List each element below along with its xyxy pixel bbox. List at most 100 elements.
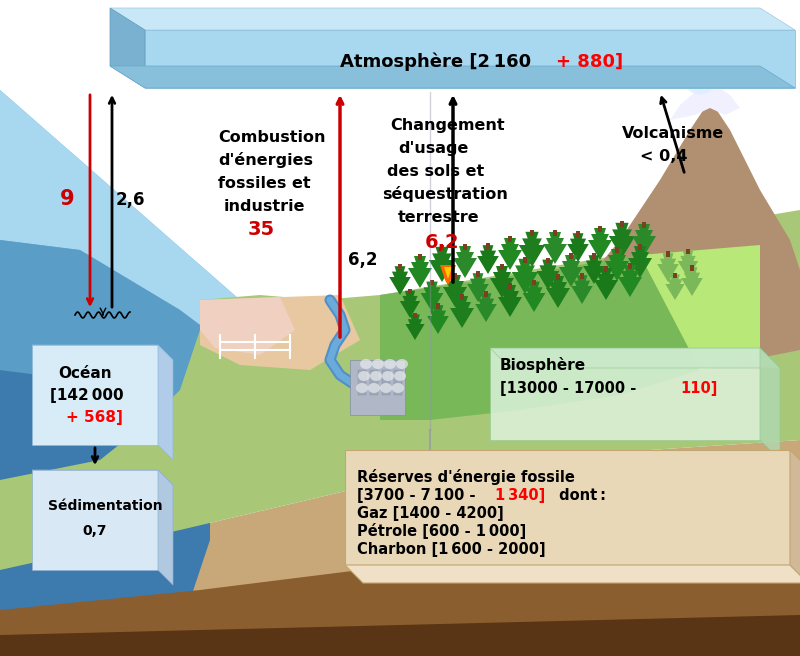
Polygon shape [470,279,486,297]
Polygon shape [589,255,599,274]
Polygon shape [0,530,800,656]
Polygon shape [567,244,589,262]
Polygon shape [621,271,639,290]
Polygon shape [394,266,406,285]
Polygon shape [552,276,564,295]
Polygon shape [570,239,586,256]
Polygon shape [670,274,680,292]
Text: séquestration: séquestration [382,186,508,202]
Polygon shape [145,30,795,88]
Bar [453,273,457,279]
Bar [350,360,405,415]
Bar [666,251,670,256]
Polygon shape [456,252,474,271]
Polygon shape [200,295,360,370]
Ellipse shape [380,383,392,393]
Polygon shape [609,236,635,258]
Polygon shape [478,298,494,316]
Text: Pétrole [600 - 1 000]: Pétrole [600 - 1 000] [357,523,526,539]
Text: d'usage: d'usage [398,141,468,156]
Ellipse shape [392,383,404,393]
Bar [430,279,434,285]
Bar [463,244,467,250]
Polygon shape [490,348,760,440]
Polygon shape [389,277,411,295]
Polygon shape [444,267,452,279]
Polygon shape [611,249,623,268]
Bar [576,232,580,237]
Polygon shape [634,246,646,265]
Bar [370,370,378,395]
Text: [142 000: [142 000 [50,388,124,403]
Bar [508,283,512,289]
Polygon shape [0,210,800,570]
Polygon shape [504,238,516,257]
Polygon shape [537,271,559,290]
Bar [418,254,422,260]
Polygon shape [658,264,678,282]
Polygon shape [32,470,158,570]
Bar [615,247,619,253]
Polygon shape [414,256,426,275]
Polygon shape [678,261,698,278]
Polygon shape [110,66,795,88]
Polygon shape [518,245,546,267]
Polygon shape [158,345,173,460]
Polygon shape [0,440,800,656]
Polygon shape [586,260,602,278]
Polygon shape [565,255,577,274]
Polygon shape [411,262,429,281]
Text: [3700 - 7 100 -: [3700 - 7 100 - [357,488,481,503]
Polygon shape [571,286,593,304]
Polygon shape [432,253,452,274]
Ellipse shape [368,383,380,393]
Polygon shape [588,240,612,260]
Polygon shape [597,274,615,293]
Text: < 0,4: < 0,4 [640,149,687,164]
Bar [580,274,584,279]
Polygon shape [515,266,535,285]
Text: Réserves d'énergie fossile: Réserves d'énergie fossile [357,469,575,485]
Bar [553,230,557,236]
Polygon shape [0,90,260,630]
Bar [530,230,534,236]
Polygon shape [501,291,519,310]
Bar [484,291,488,297]
Polygon shape [430,310,446,329]
Bar [620,220,624,227]
Polygon shape [110,8,145,88]
Bar [523,256,527,263]
Polygon shape [574,281,590,298]
Polygon shape [583,266,605,284]
Text: Sédimentation: Sédimentation [48,499,162,513]
Polygon shape [459,246,471,265]
Polygon shape [624,265,636,284]
Polygon shape [686,267,698,285]
Polygon shape [670,85,740,120]
Polygon shape [380,250,700,420]
Polygon shape [158,470,173,585]
Polygon shape [0,615,800,656]
Polygon shape [345,450,790,565]
Ellipse shape [384,359,396,369]
Text: Océan: Océan [58,366,112,381]
Polygon shape [421,293,443,312]
Polygon shape [426,281,438,300]
Polygon shape [110,8,795,30]
Polygon shape [0,240,260,420]
Polygon shape [408,319,422,335]
Polygon shape [635,230,653,249]
Ellipse shape [394,371,406,381]
Polygon shape [501,244,519,263]
Bar [598,226,602,232]
Bar [408,289,412,294]
Text: Atmosphère [2 160: Atmosphère [2 160 [340,52,538,72]
Ellipse shape [360,359,372,369]
Polygon shape [0,370,210,630]
Polygon shape [562,261,580,280]
Polygon shape [473,273,483,291]
Bar [414,313,417,318]
Text: industrie: industrie [224,199,306,214]
Polygon shape [405,291,415,308]
Polygon shape [682,278,702,296]
